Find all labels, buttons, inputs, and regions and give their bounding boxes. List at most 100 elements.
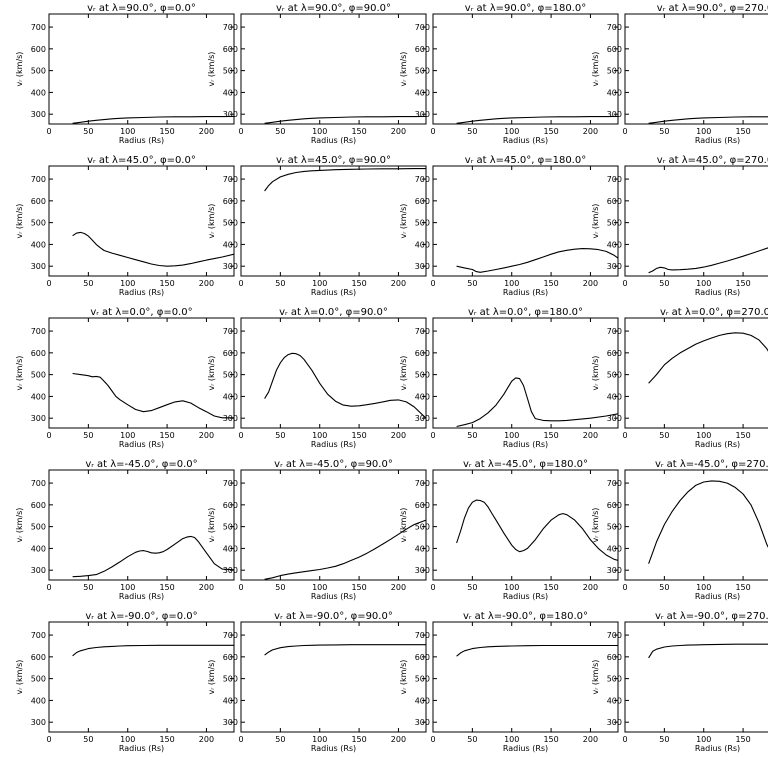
- panel: vᵣ at λ=0.0°, φ=90.0° 0 50 100 150 200 300 400 5…: [207, 307, 427, 449]
- y-tick-label: 500: [31, 67, 46, 76]
- x-tick-label: 0: [238, 583, 243, 592]
- x-tick-label: 100: [312, 735, 327, 744]
- panel-title: vᵣ at λ=0.0°, φ=90.0°: [279, 307, 388, 318]
- x-tick-label: 100: [312, 583, 327, 592]
- x-axis-label: Radius (Rs): [119, 288, 164, 297]
- series-line: [72, 372, 234, 419]
- panel: vᵣ at λ=-90.0°, φ=0.0° 0 50 100 150 200 300 400…: [15, 611, 235, 753]
- x-axis-label: Radius (Rs): [695, 440, 740, 449]
- x-axis-label: Radius (Rs): [695, 136, 740, 145]
- y-axis-label: vᵣ (km/s): [15, 356, 24, 391]
- y-tick-label: 400: [31, 696, 46, 705]
- x-tick-label: 200: [199, 127, 214, 136]
- plot-frame: [48, 621, 235, 733]
- x-tick-label: 100: [696, 431, 711, 440]
- panel-title: vᵣ at λ=45.0°, φ=0.0°: [87, 155, 196, 166]
- y-tick-label: 600: [223, 197, 238, 206]
- y-tick-label: 300: [415, 262, 430, 271]
- x-tick-label: 150: [351, 735, 366, 744]
- x-tick-label: 100: [120, 279, 135, 288]
- x-tick-label: 100: [312, 127, 327, 136]
- y-tick-label: 400: [223, 696, 238, 705]
- y-tick-label: 600: [223, 349, 238, 358]
- x-tick-label: 150: [735, 279, 750, 288]
- y-tick-label: 600: [607, 349, 622, 358]
- x-tick-label: 100: [504, 735, 519, 744]
- x-tick-label: 150: [351, 279, 366, 288]
- y-tick-label: 500: [607, 371, 622, 380]
- x-tick-label: 200: [199, 735, 214, 744]
- plot-frame: [48, 317, 235, 429]
- y-tick-label: 600: [607, 501, 622, 510]
- y-tick-label: 500: [415, 523, 430, 532]
- y-axis-label: vᵣ (km/s): [399, 660, 408, 695]
- y-tick-label: 300: [607, 110, 622, 119]
- y-tick-label: 600: [415, 197, 430, 206]
- panel-title: vᵣ at λ=-90.0°, φ=90.0°: [274, 611, 393, 622]
- x-tick-label: 100: [120, 431, 135, 440]
- x-tick-label: 0: [430, 279, 435, 288]
- series-line: [648, 332, 768, 384]
- x-tick-label: 50: [275, 735, 285, 744]
- plot-frame: [240, 317, 427, 429]
- plot-frame: [432, 469, 619, 581]
- x-tick-label: 0: [622, 279, 627, 288]
- x-tick-label: 100: [120, 583, 135, 592]
- x-axis-label: Radius (Rs): [695, 592, 740, 601]
- y-tick-label: 700: [223, 23, 238, 32]
- panel-title: vᵣ at λ=90.0°, φ=270.0°: [657, 3, 768, 14]
- x-axis-label: Radius (Rs): [119, 440, 164, 449]
- x-tick-label: 150: [735, 127, 750, 136]
- x-tick-label: 0: [622, 431, 627, 440]
- x-tick-label: 150: [735, 431, 750, 440]
- x-tick-label: 0: [622, 127, 627, 136]
- x-tick-label: 0: [622, 583, 627, 592]
- y-axis-label: vᵣ (km/s): [207, 356, 216, 391]
- panel: vᵣ at λ=45.0°, φ=270.0°05010015020030040…: [591, 155, 768, 297]
- y-tick-label: 700: [607, 479, 622, 488]
- panel-title: vᵣ at λ=45.0°, φ=270.0°: [657, 155, 768, 166]
- x-tick-label: 200: [391, 583, 406, 592]
- y-tick-label: 400: [415, 88, 430, 97]
- x-axis-label: Radius (Rs): [695, 744, 740, 753]
- y-tick-label: 300: [607, 718, 622, 727]
- panel-title: vᵣ at λ=-45.0°, φ=270.0°: [655, 459, 768, 470]
- x-tick-label: 100: [696, 583, 711, 592]
- x-axis-label: Radius (Rs): [311, 592, 356, 601]
- y-tick-label: 600: [223, 45, 238, 54]
- y-tick-label: 400: [415, 696, 430, 705]
- panel: vᵣ at λ=45.0°, φ=0.0° 0 50 100 150 200 300 400 5…: [15, 155, 235, 297]
- y-tick-label: 500: [607, 523, 622, 532]
- y-tick-label: 300: [415, 414, 430, 423]
- y-tick-label: 400: [31, 392, 46, 401]
- series-line: [264, 352, 427, 419]
- y-axis-label: vᵣ (km/s): [15, 508, 24, 543]
- y-tick-label: 500: [223, 219, 238, 228]
- x-axis-label: Radius (Rs): [311, 136, 356, 145]
- panel: vᵣ at λ=-45.0°, φ=270.0°0501001502003004…: [591, 459, 768, 601]
- y-axis-label: vᵣ (km/s): [399, 204, 408, 239]
- plot-frame: [48, 13, 235, 125]
- panel: vᵣ at λ=45.0°, φ=90.0° 0 50 100 150 200 300 400…: [207, 155, 427, 297]
- y-tick-label: 300: [223, 414, 238, 423]
- panel-title: vᵣ at λ=-45.0°, φ=90.0°: [274, 459, 393, 470]
- y-tick-label: 600: [415, 45, 430, 54]
- panel: vᵣ at λ=45.0°, φ=180.0° 0 50 100 150 200 300 40…: [399, 155, 619, 297]
- x-tick-label: 150: [159, 431, 174, 440]
- plot-frame: [624, 165, 768, 277]
- y-tick-label: 700: [31, 175, 46, 184]
- plot-frame: [240, 621, 427, 733]
- y-tick-label: 600: [415, 501, 430, 510]
- y-tick-label: 700: [607, 327, 622, 336]
- x-tick-label: 100: [120, 735, 135, 744]
- y-tick-label: 700: [31, 23, 46, 32]
- plot-frame: [48, 469, 235, 581]
- panel-title: vᵣ at λ=0.0°, φ=180.0°: [468, 307, 583, 318]
- x-tick-label: 0: [46, 431, 51, 440]
- y-tick-label: 500: [223, 67, 238, 76]
- plot-frame: [624, 317, 768, 429]
- x-tick-label: 50: [467, 583, 477, 592]
- x-tick-label: 100: [504, 431, 519, 440]
- y-tick-label: 700: [415, 479, 430, 488]
